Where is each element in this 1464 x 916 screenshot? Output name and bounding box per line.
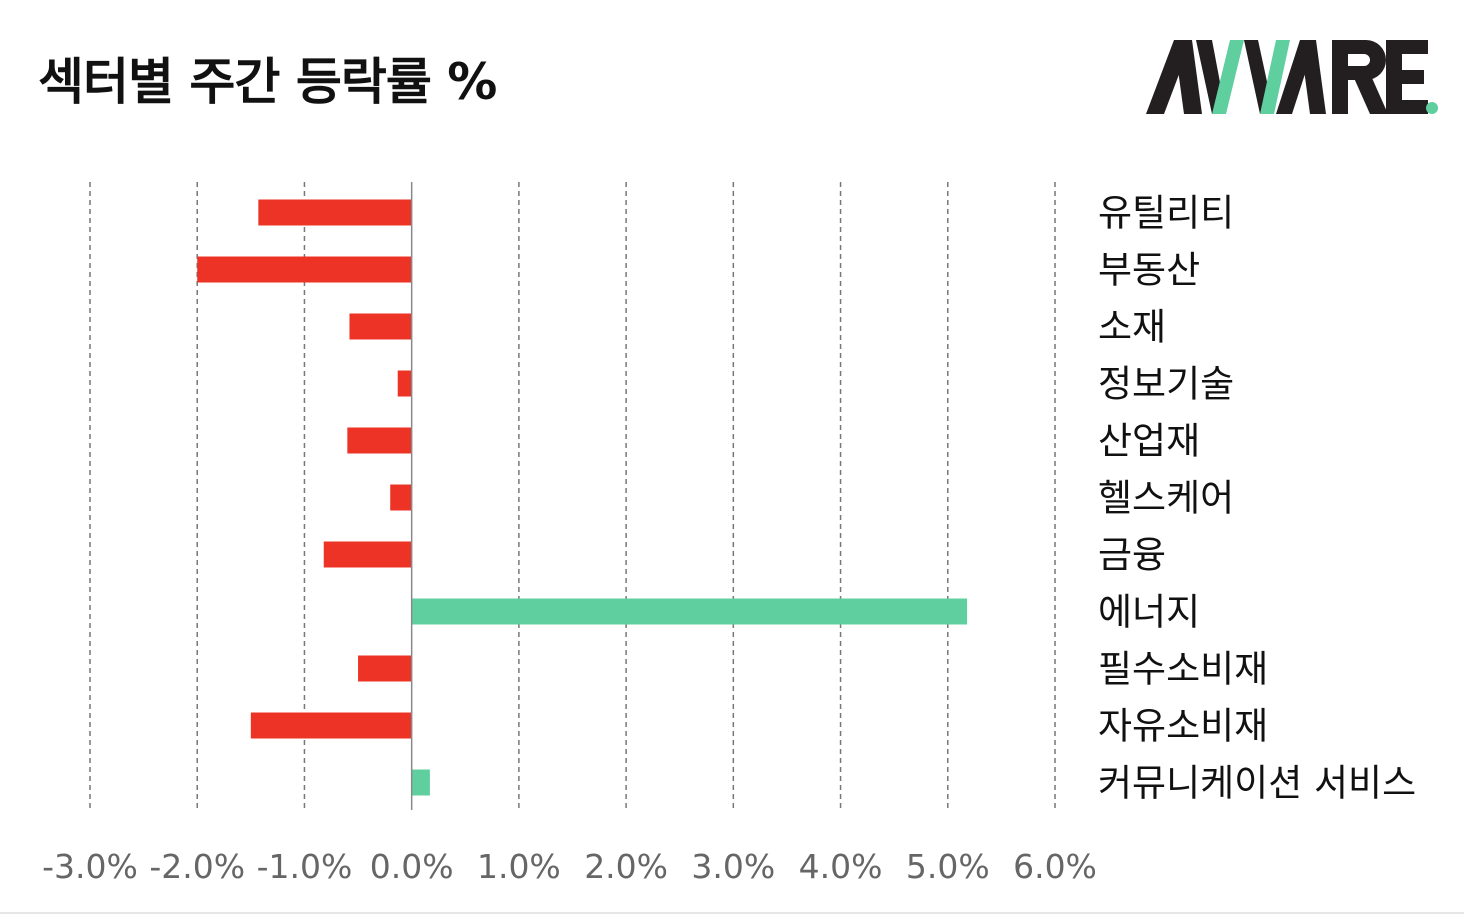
logo-letter-w bbox=[1196, 40, 1290, 114]
category-label: 산업재 bbox=[1098, 420, 1200, 463]
category-label: 에너지 bbox=[1098, 591, 1200, 634]
bar bbox=[390, 484, 412, 511]
chart-title: 섹터별 주간 등락률 % bbox=[38, 53, 497, 111]
logo-dot bbox=[1426, 102, 1438, 114]
x-tick-label: 1.0% bbox=[477, 847, 561, 886]
bar bbox=[349, 313, 412, 340]
category-label: 헬스케어 bbox=[1098, 477, 1234, 520]
bar bbox=[347, 427, 412, 454]
category-label: 금융 bbox=[1098, 534, 1166, 577]
x-tick-label: 3.0% bbox=[691, 847, 775, 886]
gridlines bbox=[89, 182, 1056, 810]
category-label: 자유소비재 bbox=[1098, 705, 1268, 748]
bar bbox=[258, 199, 412, 226]
bar bbox=[411, 598, 968, 625]
x-tick-label: 4.0% bbox=[799, 847, 883, 886]
bar bbox=[250, 712, 412, 739]
bars bbox=[197, 199, 968, 796]
category-label: 유틸리티 bbox=[1098, 192, 1234, 235]
logo-letter-e bbox=[1386, 40, 1428, 114]
x-tick-label: -2.0% bbox=[149, 847, 245, 886]
x-tick-label: -3.0% bbox=[42, 847, 138, 886]
logo-letter-a2 bbox=[1276, 40, 1326, 114]
logo-letter-a bbox=[1146, 40, 1202, 114]
category-label: 커뮤니케이션 서비스 bbox=[1098, 762, 1416, 805]
x-tick-label: 6.0% bbox=[1013, 847, 1097, 886]
bar bbox=[197, 256, 412, 283]
category-label: 필수소비재 bbox=[1098, 648, 1268, 691]
aware-logo bbox=[1146, 40, 1438, 114]
bar bbox=[358, 655, 412, 682]
x-tick-labels: -3.0% -2.0% -1.0% 0.0% 1.0% 2.0% 3.0% 4.0% 5.0% 6… bbox=[42, 847, 1097, 886]
bar bbox=[323, 541, 412, 568]
x-tick-label: 5.0% bbox=[906, 847, 990, 886]
x-tick-label: 0.0% bbox=[370, 847, 454, 886]
category-label: 소재 bbox=[1098, 306, 1166, 349]
logo-letter-r bbox=[1332, 40, 1388, 114]
bottom-divider bbox=[0, 912, 1464, 914]
category-labels: 유틸리티부동산소재정보기술산업재헬스케어금융에너지필수소비재자유소비재커뮤니케이… bbox=[1098, 192, 1416, 805]
x-tick-label: -1.0% bbox=[257, 847, 353, 886]
category-label: 정보기술 bbox=[1098, 363, 1234, 406]
bar bbox=[397, 370, 412, 397]
category-label: 부동산 bbox=[1098, 249, 1200, 292]
x-tick-label: 2.0% bbox=[584, 847, 668, 886]
bar bbox=[411, 769, 430, 796]
